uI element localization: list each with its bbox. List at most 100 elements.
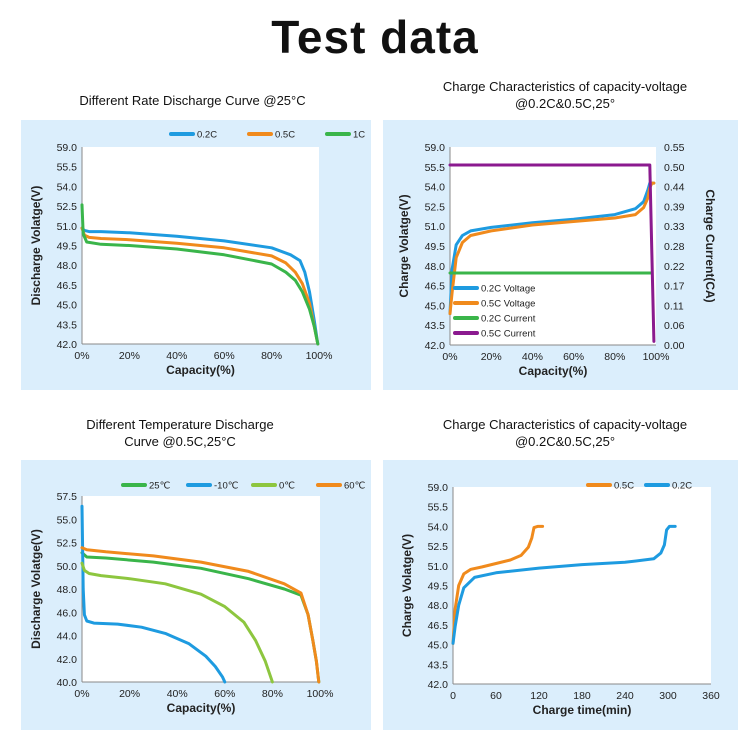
chart-1-title: Different Rate Discharge Curve @25°C	[79, 93, 306, 108]
chart-4-ylabel: Charge Volatge(V)	[400, 534, 414, 637]
chart-2-ytick-label: 54.0	[425, 182, 446, 194]
chart-3-series-10c-line	[80, 504, 227, 684]
chart-1-ytick-label: 59.0	[57, 142, 78, 154]
chart-1-legend-label-1c: 1C	[353, 130, 365, 141]
chart-4-ytick-label: 42.0	[428, 679, 449, 691]
chart-2-xtick-label: 40%	[522, 351, 543, 363]
chart-2-xtick-label: 100%	[643, 351, 670, 363]
chart-2-y2tick-label: 0.33	[664, 221, 685, 233]
chart-2-series-0-5c-current-line	[448, 163, 656, 343]
chart-3-legend-label-60c: 60℃	[344, 481, 366, 492]
chart-4-xtick-label: 300	[659, 690, 677, 702]
chart-1: 42.0 43.5 45.0 46.5 48.0 49.5 51.0 52.5 54.0 55.5…	[29, 130, 365, 378]
chart-3-xtick-label: 40%	[167, 688, 188, 700]
chart-4-ytick-label: 59.0	[428, 482, 449, 494]
chart-2: 42.0 43.5 45.0 46.5 48.0 49.5 51.0 52.5 54.0 55.5…	[397, 142, 717, 378]
chart-2-xtick-label: 80%	[604, 351, 625, 363]
chart-2-legend-label-0-5c-current: 0.5C Current	[481, 329, 536, 340]
chart-2-ytick-label: 49.5	[425, 241, 446, 253]
chart-4-xtick-label: 180	[573, 690, 591, 702]
chart-1-series-0-2c-line	[80, 226, 320, 346]
chart-3-title: Different Temperature Discharge Curve @0…	[86, 417, 274, 449]
chart-2-y2tick-label: 0.06	[664, 320, 685, 332]
chart-4-xlabel: Charge time(min)	[533, 703, 632, 717]
chart-4-xtick-label: 360	[702, 690, 720, 702]
chart-4-panel: 42.0 43.5 45.0 46.5 48.0 49.5 51.0 52.5 54.0 55.5…	[383, 460, 738, 730]
chart-2-xtick-label: 60%	[563, 351, 584, 363]
chart-4-title: Charge Characteristics of capacity-volta…	[442, 417, 688, 449]
chart-4-series-0-2c-line	[451, 524, 677, 645]
chart-2-y2tick-label: 0.39	[664, 201, 685, 213]
chart-4-ytick-label: 46.5	[428, 620, 449, 632]
chart-2-ytick-label: 51.0	[425, 221, 446, 233]
page-title: Test data	[271, 11, 479, 63]
chart-4: 42.0 43.5 45.0 46.5 48.0 49.5 51.0 52.5 54.0 55.5…	[400, 481, 720, 718]
chart-1-legend-label-0-5c: 0.5C	[275, 130, 295, 141]
chart-1-series-1c-line	[80, 203, 320, 346]
chart-1-ytick-label: 55.5	[57, 162, 78, 174]
chart-2-plot-area	[450, 147, 656, 345]
chart-1-xlabel: Capacity(%)	[166, 363, 235, 377]
chart-3-legend-label-10c: -10℃	[214, 481, 239, 492]
chart-3-ytick-label: 42.0	[57, 654, 78, 666]
chart-3-xlabel: Capacity(%)	[167, 701, 236, 715]
chart-4-ytick-label: 43.5	[428, 659, 449, 671]
chart-2-y2label: Charge Current(CA)	[703, 189, 717, 302]
chart-2-legend-label-0-5c-voltage: 0.5C Voltage	[481, 299, 535, 310]
chart-4-xtick-label: 60	[490, 690, 502, 702]
chart-3-legend-label-0c: 0℃	[279, 481, 295, 492]
chart-3-ylabel: Discharge Volatge(V)	[29, 529, 43, 649]
chart-1-ytick-label: 52.5	[57, 201, 78, 213]
chart-4-xtick-label: 240	[616, 690, 634, 702]
chart-2-y2tick-label: 0.00	[664, 340, 685, 352]
chart-3-ytick-label: 52.5	[57, 538, 78, 550]
chart-2-y2tick-label: 0.55	[664, 142, 685, 154]
chart-2-y2tick-label: 0.22	[664, 261, 685, 273]
chart-3-ytick-label: 50.0	[57, 561, 78, 573]
chart-1-ytick-label: 54.0	[57, 181, 78, 193]
chart-1-series-0-5c-line	[80, 226, 320, 346]
chart-2-legend-label-0-2c-voltage: 0.2C Voltage	[481, 284, 535, 295]
chart-4-legend-label-0-5c: 0.5C	[614, 481, 634, 492]
chart-3-xtick-label: 80%	[262, 688, 283, 700]
chart-3-ytick-label: 44.0	[57, 631, 78, 643]
chart-1-xtick-label: 60%	[214, 350, 235, 362]
chart-2-ytick-label: 55.5	[425, 162, 446, 174]
chart-2-title: Charge Characteristics of capacity-volta…	[442, 79, 688, 111]
chart-2-y2tick-label: 0.11	[664, 300, 684, 312]
chart-3-panel: 40.0 42.0 44.0 46.0 48.0 50.0 52.5 55.0 57.5 0% 20…	[21, 460, 371, 730]
chart-1-xtick-label: 20%	[119, 350, 140, 362]
chart-1-ytick-label: 46.5	[57, 280, 78, 292]
chart-4-ytick-label: 55.5	[428, 502, 449, 514]
chart-3-ytick-label: 48.0	[57, 584, 78, 596]
chart-4-ytick-label: 52.5	[428, 541, 449, 553]
chart-1-xtick-label: 40%	[166, 350, 187, 362]
chart-4-series-0-5c-line	[451, 524, 545, 645]
chart-3-xtick-label: 20%	[119, 688, 140, 700]
chart-2-xtick-label: 0%	[442, 351, 457, 363]
chart-2-legend-label-0-2c-current: 0.2C Current	[481, 314, 536, 325]
chart-3-ytick-label: 57.5	[57, 491, 78, 503]
chart-1-ytick-label: 43.5	[57, 319, 78, 331]
chart-2-ytick-label: 48.0	[425, 261, 446, 273]
chart-2-ytick-label: 43.5	[425, 320, 446, 332]
chart-3-xtick-label: 100%	[307, 688, 334, 700]
chart-3: 40.0 42.0 44.0 46.0 48.0 50.0 52.5 55.0 57.5 0% 20…	[29, 481, 366, 716]
chart-2-ytick-label: 46.5	[425, 281, 446, 293]
chart-2-y2tick-label: 0.44	[664, 182, 685, 194]
chart-3-xtick-label: 60%	[214, 688, 235, 700]
chart-1-ytick-label: 51.0	[57, 221, 78, 233]
chart-1-legend-label-0-2c: 0.2C	[197, 130, 217, 141]
chart-2-y2tick-label: 0.28	[664, 241, 685, 253]
chart-3-legend-label-25c: 25℃	[149, 481, 171, 492]
chart-4-legend-label-0-2c: 0.2C	[672, 481, 692, 492]
chart-2-panel: 42.0 43.5 45.0 46.5 48.0 49.5 51.0 52.5 54.0 55.5…	[383, 120, 738, 390]
chart-1-ylabel: Discharge Volatge(V)	[29, 186, 43, 306]
chart-1-xtick-label: 100%	[306, 350, 333, 362]
chart-3-ytick-label: 40.0	[57, 677, 78, 689]
chart-4-ytick-label: 45.0	[428, 640, 449, 652]
chart-3-ytick-label: 46.0	[57, 607, 78, 619]
chart-2-ytick-label: 59.0	[425, 142, 446, 154]
chart-1-ytick-label: 48.0	[57, 260, 78, 272]
chart-1-ytick-label: 42.0	[57, 339, 78, 351]
